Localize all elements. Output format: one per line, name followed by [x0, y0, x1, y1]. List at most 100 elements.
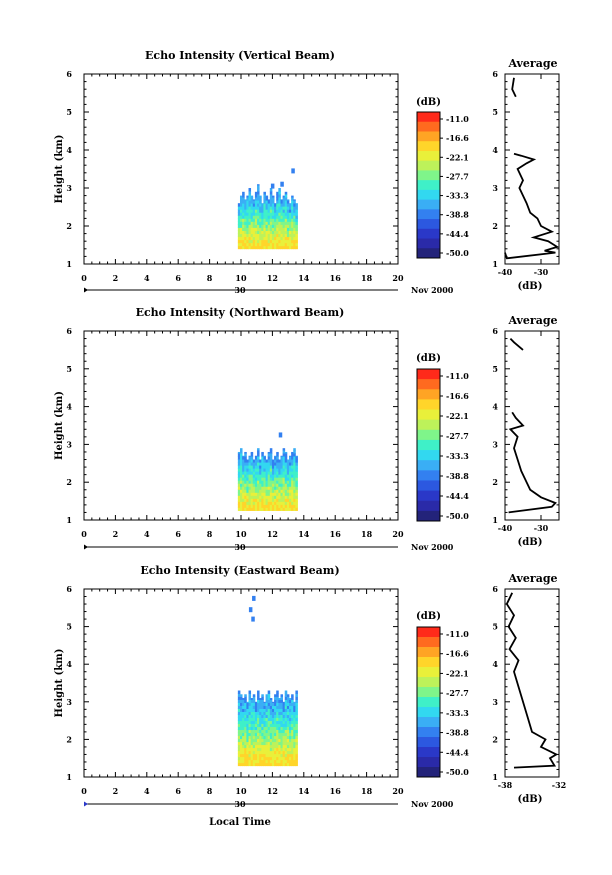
- echo-cell: [280, 455, 284, 457]
- echo-cell: [246, 735, 249, 740]
- echo-cell: [250, 236, 254, 241]
- echo-cell: [286, 239, 290, 244]
- echo-cell: [291, 694, 294, 697]
- echo-cell: [265, 738, 269, 743]
- echo-cell: [259, 242, 262, 247]
- echo-cell: [242, 495, 245, 499]
- x-tick-label: 20: [392, 273, 404, 283]
- echo-cell: [276, 699, 279, 703]
- colorbar-swatch: [417, 737, 440, 748]
- echo-cell: [271, 489, 275, 493]
- echo-cell: [252, 702, 256, 706]
- echo-cell: [244, 218, 247, 222]
- echo-cell: [263, 507, 266, 511]
- echo-cell: [261, 702, 264, 706]
- echo-cell: [274, 738, 277, 743]
- echo-cell: [237, 468, 241, 472]
- echo-cell: [271, 753, 275, 758]
- colorbar-swatch: [417, 150, 440, 162]
- echo-cell: [291, 711, 294, 715]
- x-tick-label: 12: [267, 273, 278, 283]
- echo-cell: [284, 726, 288, 731]
- echo-cell: [252, 200, 256, 204]
- echo-cell: [276, 723, 279, 728]
- x-tick-label: 16: [330, 529, 342, 539]
- echo-cell: [263, 197, 266, 201]
- y-tick-label: 6: [66, 584, 72, 594]
- echo-cell: [291, 489, 294, 493]
- echo-cell: [254, 504, 258, 508]
- echo-cell: [257, 480, 260, 484]
- colorbar-tick-label: -38.8: [446, 471, 469, 481]
- echo-cell: [248, 230, 252, 234]
- echo-cell: [284, 451, 288, 454]
- echo-cell: [263, 215, 266, 219]
- echo-cell: [250, 756, 254, 761]
- echo-cell: [246, 701, 249, 703]
- echo-cell: [282, 450, 286, 454]
- echo-cell: [280, 495, 284, 499]
- echo-cell: [257, 729, 260, 734]
- echo-cell: [274, 230, 277, 234]
- echo-cell: [278, 711, 281, 715]
- echo-cell: [276, 729, 279, 734]
- echo-cell: [261, 498, 264, 502]
- echo-cell: [265, 750, 269, 755]
- y-axis-label: Height (km): [54, 135, 65, 204]
- echo-cell: [257, 191, 260, 195]
- echo-cell: [295, 459, 298, 463]
- echo-cell: [265, 501, 269, 505]
- echo-cell: [239, 726, 243, 731]
- echo-cell: [250, 203, 254, 207]
- echo-cell: [263, 465, 266, 469]
- echo-cell: [259, 732, 262, 737]
- echo-cell: [286, 498, 290, 502]
- echo-cell: [263, 702, 266, 706]
- echo-cell: [244, 474, 247, 478]
- echo-cell: [246, 471, 249, 475]
- echo-cell: [261, 203, 264, 207]
- echo-cell: [291, 195, 294, 198]
- echo-cell: [282, 711, 286, 715]
- echo-cell: [237, 209, 241, 213]
- echo-cell: [288, 459, 292, 463]
- echo-cell: [286, 738, 290, 743]
- echo-cell: [291, 474, 294, 478]
- echo-cell: [261, 753, 264, 758]
- echo-cell: [276, 483, 279, 487]
- echo-cell: [263, 233, 266, 238]
- echo-cell: [244, 694, 247, 697]
- echo-cell: [286, 483, 290, 487]
- echo-cell: [261, 762, 264, 767]
- echo-cell: [237, 729, 241, 734]
- echo-cell: [257, 732, 260, 737]
- echo-cell: [267, 474, 271, 478]
- echo-cell: [274, 209, 277, 213]
- echo-cell: [271, 224, 275, 228]
- echo-cell: [252, 507, 256, 511]
- echo-cell: [248, 759, 252, 764]
- echo-cell: [284, 471, 288, 475]
- echo-cell: [248, 762, 252, 767]
- colorbar-swatch: [417, 170, 440, 181]
- echo-cell: [239, 714, 243, 718]
- y-tick-label: 1: [66, 515, 72, 525]
- echo-cell: [254, 750, 258, 755]
- echo-cell: [261, 756, 264, 761]
- echo-cell: [286, 474, 290, 478]
- echo-cell: [284, 696, 288, 700]
- echo-cell: [257, 212, 260, 216]
- y-axis-label: Height (km): [54, 649, 65, 718]
- echo-cell: [276, 486, 279, 490]
- echo-cell: [267, 495, 271, 499]
- echo-cell: [265, 471, 269, 475]
- echo-cell: [244, 459, 247, 463]
- echo-cell: [248, 212, 252, 216]
- echo-cell: [246, 227, 249, 231]
- echo-cell: [269, 465, 273, 469]
- echo-cell: [254, 206, 258, 210]
- echo-cell: [248, 221, 252, 225]
- echo-cell: [259, 468, 262, 472]
- echo-cell: [278, 501, 281, 505]
- echo-cell: [291, 453, 294, 457]
